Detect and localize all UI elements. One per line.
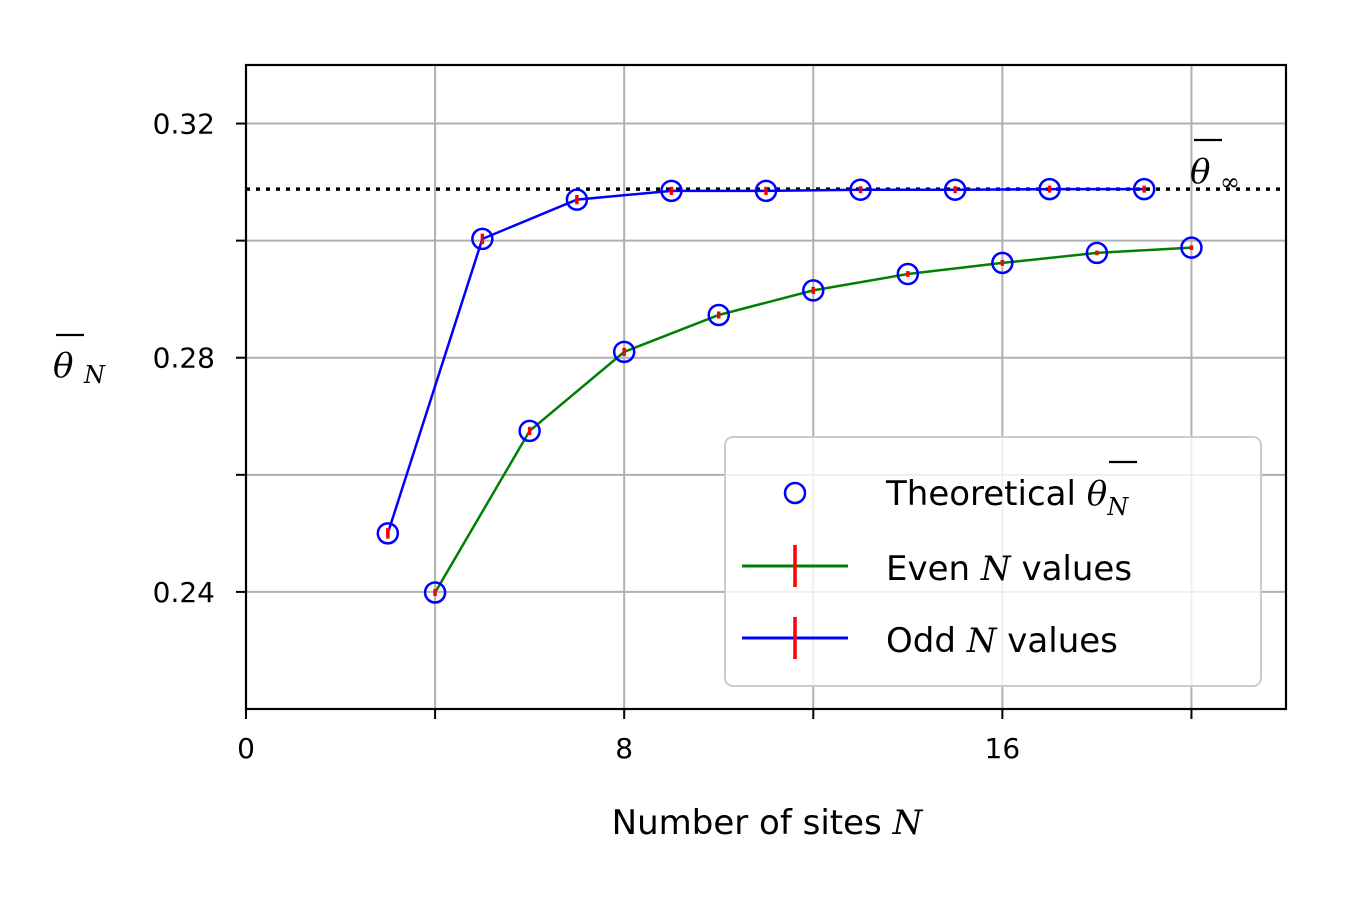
- ticks: 0 8 16 0.24 0.28 0.32: [153, 108, 1193, 765]
- odd-series-point: [765, 190, 767, 192]
- theoretical-point: [849, 178, 872, 201]
- legend: Theoretical θN Even N values Odd N value…: [724, 436, 1262, 687]
- y-tick-label: 0.28: [153, 342, 215, 375]
- even-series-point: [623, 351, 625, 353]
- x-tick-label: 8: [615, 732, 633, 765]
- series-theoretical: [376, 177, 1203, 604]
- legend-marker-theoretical: [783, 481, 807, 505]
- even-series-point: [1001, 262, 1003, 264]
- x-axis-label: Number of sites N: [612, 803, 924, 843]
- theoretical-point: [1180, 236, 1203, 259]
- theoretical-point: [376, 522, 400, 545]
- y-tick-label: 0.24: [153, 576, 215, 609]
- legend-label-theoretical: Theoretical θN: [885, 474, 1129, 521]
- odd-series-point: [387, 532, 389, 534]
- theoretical-point: [1038, 177, 1061, 201]
- x-tick-label: 0: [237, 732, 255, 765]
- odd-series-point: [954, 189, 956, 191]
- theoretical-point: [423, 581, 447, 604]
- odd-series-point: [670, 190, 672, 192]
- reference-line-sub: ∞: [1220, 168, 1240, 196]
- odd-series-point: [481, 238, 483, 240]
- legend-label-odd: Odd N values: [886, 621, 1118, 661]
- theoretical-point: [471, 227, 494, 251]
- y-axis-label-theta: θ: [53, 346, 73, 386]
- even-series-point: [529, 430, 531, 432]
- even-series-point: [1096, 252, 1098, 254]
- theoretical-point: [802, 279, 825, 302]
- x-tick-label: 16: [985, 732, 1021, 765]
- series-odd: [386, 185, 1146, 539]
- even-series-point: [718, 314, 720, 316]
- theoretical-point: [565, 188, 589, 211]
- theoretical-point: [754, 179, 778, 203]
- series-even: [433, 245, 1194, 597]
- even-series-point: [1190, 247, 1192, 249]
- reference-line-theta: θ: [1190, 152, 1210, 192]
- y-axis-label-sub: N: [83, 361, 106, 389]
- reference-line-label: θ ∞: [1190, 138, 1240, 196]
- theoretical-point: [1085, 241, 1109, 265]
- theoretical-point: [612, 340, 636, 364]
- even-series-point: [812, 289, 814, 291]
- odd-series-point: [1049, 188, 1051, 190]
- theoretical-point: [896, 262, 920, 286]
- legend-label-even: Even N values: [886, 549, 1132, 589]
- odd-series-point: [1143, 188, 1145, 190]
- y-axis-label: θ N: [53, 333, 106, 389]
- theoretical-point: [518, 419, 541, 443]
- legend-box: [724, 436, 1262, 687]
- y-tick-label: 0.32: [153, 108, 215, 141]
- axes-frame: [244, 63, 1288, 711]
- odd-series-point: [576, 199, 578, 201]
- theoretical-point: [991, 251, 1014, 275]
- even-series-point: [434, 591, 436, 593]
- theoretical-point: [660, 179, 683, 203]
- odd-series-point: [860, 189, 862, 191]
- theoretical-point: [943, 178, 967, 201]
- theoretical-point: [1132, 177, 1156, 201]
- even-series-point: [907, 273, 909, 275]
- theoretical-point: [707, 303, 730, 327]
